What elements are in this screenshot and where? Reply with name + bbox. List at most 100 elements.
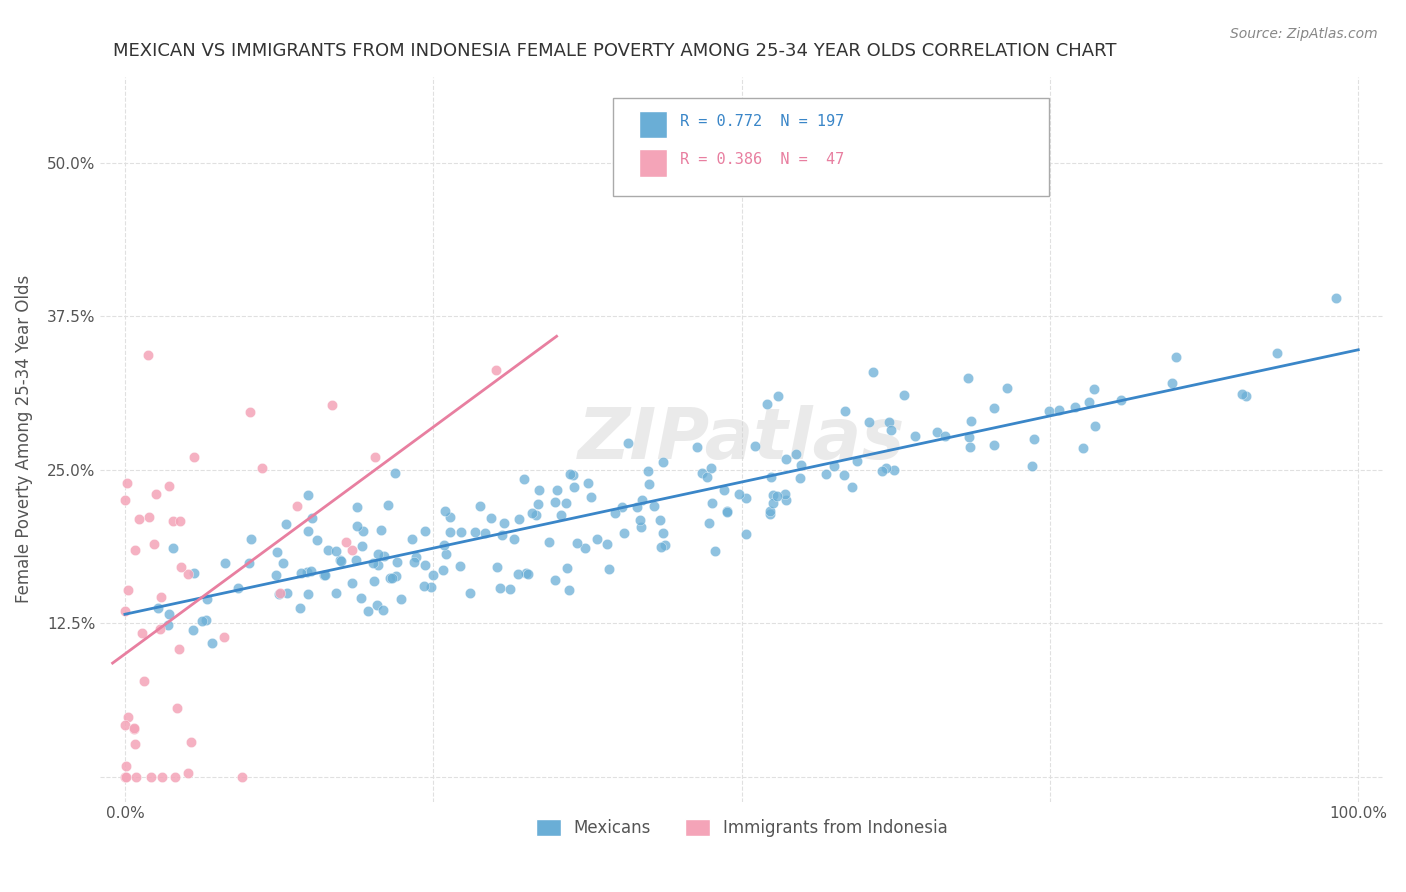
Mexicans bbox=[271, 556, 294, 570]
Mexicans bbox=[1166, 350, 1188, 364]
Mexicans bbox=[318, 543, 340, 558]
Mexicans bbox=[759, 470, 782, 484]
Mexicans bbox=[439, 525, 461, 540]
Mexicans bbox=[1064, 400, 1087, 414]
Mexicans bbox=[377, 498, 399, 512]
Mexicans bbox=[823, 458, 845, 473]
Immigrants from Indonesia bbox=[170, 560, 193, 574]
Mexicans bbox=[846, 453, 869, 467]
Mexicans bbox=[264, 568, 287, 582]
Mexicans bbox=[555, 561, 578, 575]
Mexicans bbox=[276, 585, 298, 599]
Mexicans bbox=[834, 404, 856, 418]
Immigrants from Indonesia bbox=[132, 674, 155, 689]
Mexicans bbox=[370, 523, 392, 537]
Immigrants from Indonesia bbox=[239, 405, 262, 419]
Immigrants from Indonesia bbox=[177, 765, 200, 780]
Mexicans bbox=[626, 500, 648, 515]
Immigrants from Indonesia bbox=[114, 492, 136, 507]
Immigrants from Indonesia bbox=[231, 770, 253, 784]
Mexicans bbox=[157, 607, 180, 621]
Mexicans bbox=[419, 580, 441, 594]
Immigrants from Indonesia bbox=[131, 625, 153, 640]
Mexicans bbox=[716, 505, 738, 519]
Immigrants from Indonesia bbox=[122, 721, 145, 735]
Mexicans bbox=[617, 436, 640, 450]
Mexicans bbox=[1230, 387, 1253, 401]
Mexicans bbox=[195, 613, 218, 627]
Mexicans bbox=[494, 516, 516, 530]
Immigrants from Indonesia bbox=[340, 543, 363, 558]
Mexicans bbox=[562, 480, 585, 494]
Mexicans bbox=[692, 466, 714, 480]
Mexicans bbox=[775, 452, 797, 467]
Mexicans bbox=[546, 483, 568, 497]
Mexicans bbox=[524, 508, 547, 523]
Mexicans bbox=[433, 537, 456, 551]
Mexicans bbox=[474, 526, 496, 541]
Mexicans bbox=[697, 516, 720, 531]
Mexicans bbox=[329, 552, 352, 566]
Mexicans bbox=[468, 500, 491, 514]
Mexicans bbox=[544, 495, 567, 509]
Mexicans bbox=[1022, 432, 1045, 446]
Mexicans bbox=[735, 491, 758, 505]
Immigrants from Indonesia bbox=[150, 770, 173, 784]
Mexicans bbox=[875, 460, 897, 475]
Mexicans bbox=[576, 475, 599, 490]
Mexicans bbox=[387, 555, 409, 569]
Mexicans bbox=[758, 507, 780, 521]
Mexicans bbox=[346, 519, 368, 533]
Immigrants from Indonesia bbox=[169, 514, 191, 528]
Immigrants from Indonesia bbox=[162, 514, 184, 528]
Immigrants from Indonesia bbox=[167, 641, 190, 656]
Mexicans bbox=[290, 600, 312, 615]
Immigrants from Indonesia bbox=[180, 734, 202, 748]
Mexicans bbox=[314, 568, 336, 582]
Mexicans bbox=[498, 582, 520, 596]
Mexicans bbox=[344, 553, 367, 567]
Immigrants from Indonesia bbox=[212, 630, 235, 644]
Mexicans bbox=[330, 554, 353, 568]
Immigrants from Indonesia bbox=[136, 348, 159, 362]
Mexicans bbox=[516, 567, 538, 582]
Mexicans bbox=[957, 371, 980, 385]
Mexicans bbox=[696, 469, 718, 483]
Mexicans bbox=[363, 574, 385, 588]
Mexicans bbox=[1234, 389, 1257, 403]
Mexicans bbox=[648, 513, 671, 527]
Mexicans bbox=[301, 511, 323, 525]
Mexicans bbox=[434, 503, 457, 517]
Mexicans bbox=[367, 558, 389, 572]
Mexicans bbox=[401, 532, 423, 546]
Mexicans bbox=[295, 565, 318, 579]
Mexicans bbox=[297, 488, 319, 502]
Mexicans bbox=[755, 396, 778, 410]
Mexicans bbox=[762, 488, 785, 502]
Mexicans bbox=[1109, 392, 1132, 407]
Mexicans bbox=[927, 425, 949, 439]
Mexicans bbox=[413, 558, 436, 572]
Mexicans bbox=[240, 533, 263, 547]
Mexicans bbox=[508, 512, 530, 526]
Mexicans bbox=[513, 472, 536, 486]
Mexicans bbox=[464, 524, 486, 539]
Immigrants from Indonesia bbox=[122, 722, 145, 736]
Mexicans bbox=[366, 598, 388, 612]
Mexicans bbox=[766, 489, 789, 503]
Mexicans bbox=[586, 533, 609, 547]
Mexicans bbox=[841, 480, 863, 494]
Mexicans bbox=[934, 428, 956, 442]
Mexicans bbox=[422, 568, 444, 582]
Mexicans bbox=[276, 516, 298, 531]
Immigrants from Indonesia bbox=[252, 461, 274, 475]
Mexicans bbox=[983, 401, 1005, 415]
Mexicans bbox=[191, 614, 214, 628]
Mexicans bbox=[460, 585, 482, 599]
Mexicans bbox=[1265, 346, 1288, 360]
Immigrants from Indonesia bbox=[485, 363, 508, 377]
Mexicans bbox=[450, 525, 472, 540]
Mexicans bbox=[508, 567, 530, 582]
Mexicans bbox=[637, 464, 659, 478]
Immigrants from Indonesia bbox=[166, 701, 188, 715]
